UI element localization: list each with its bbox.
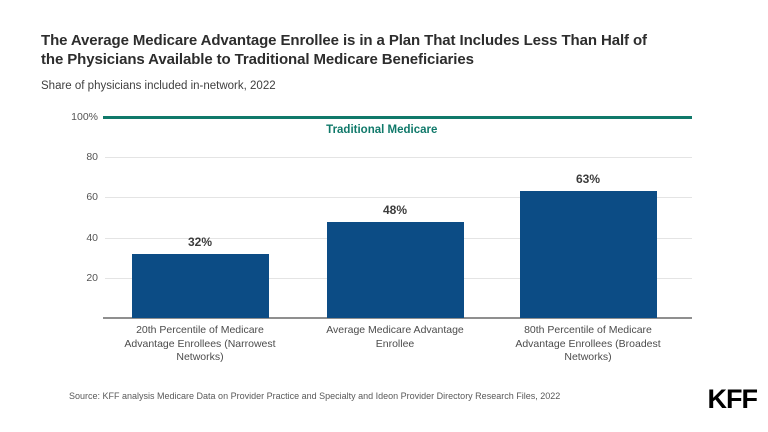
- y-tick-label: 20: [86, 271, 98, 284]
- bar-1: [131, 253, 269, 318]
- reference-line-label: Traditional Medicare: [326, 124, 438, 136]
- y-tick-label: 40: [86, 231, 98, 244]
- x-axis-labels: 20th Percentile of Medicare Advantage En…: [105, 324, 690, 372]
- chart-subtitle: Share of physicians included in-network,…: [41, 80, 276, 92]
- source-note: Source: KFF analysis Medicare Data on Pr…: [69, 391, 561, 401]
- x-category-label: Average Medicare Advantage Enrollee: [326, 324, 464, 350]
- chart-title: The Average Medicare Advantage Enrollee …: [41, 32, 647, 68]
- plot-area: Traditional Medicare 32% 48% 63%: [103, 116, 692, 319]
- x-axis-baseline: [103, 317, 692, 319]
- x-category-label: 80th Percentile of Medicare Advantage En…: [515, 324, 661, 363]
- gridline: [105, 197, 692, 199]
- bar-2: [326, 221, 464, 318]
- bar-3: [519, 191, 657, 318]
- kff-logo: KFF: [707, 384, 758, 414]
- y-tick-label: 60: [86, 191, 98, 204]
- bar-value-label: 48%: [382, 202, 408, 217]
- gridline: [105, 157, 692, 159]
- y-tick-label: 80: [86, 151, 98, 164]
- bar-value-label: 63%: [575, 172, 601, 187]
- bar-value-label: 32%: [187, 234, 213, 249]
- x-category-label: 20th Percentile of Medicare Advantage En…: [124, 324, 276, 363]
- reference-line: [103, 116, 692, 119]
- y-tick-label: 100%: [71, 111, 98, 123]
- y-axis: 100% 80 60 40 20: [0, 111, 98, 318]
